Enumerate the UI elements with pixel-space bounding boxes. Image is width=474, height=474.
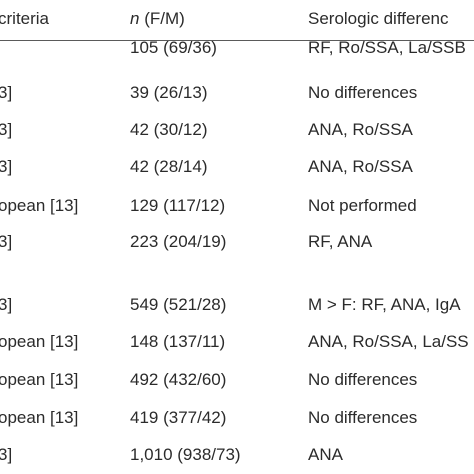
row-criteria: 3]	[0, 232, 13, 251]
row-n: 105 (69/36)	[130, 38, 217, 57]
table-row: 3] 42 (30/12) ANA, Ro/SSA	[0, 116, 474, 144]
header-n: n (F/M)	[130, 5, 185, 33]
header-serologic: Serologic differenc	[308, 9, 449, 28]
row-serologic: ANA	[308, 445, 343, 464]
row-serologic: Not performed	[308, 196, 417, 215]
row-criteria: 3]	[0, 120, 13, 139]
row-n: 223 (204/19)	[130, 232, 227, 251]
row-n: 1,010 (938/73)	[130, 445, 241, 464]
row-n: 492 (432/60)	[130, 370, 227, 389]
table-row: opean [13] 129 (117/12) Not performed	[0, 192, 474, 220]
header-rule	[0, 40, 474, 41]
table-row: opean [13] 148 (137/11) ANA, Ro/SSA, La/…	[0, 328, 474, 356]
row-n: 42 (28/14)	[130, 157, 208, 176]
row-n: 39 (26/13)	[130, 83, 208, 102]
table-header-row: criteria n (F/M) Serologic differenc	[0, 5, 474, 33]
row-criteria: opean [13]	[0, 408, 79, 427]
header-n-symbol: n	[130, 9, 140, 28]
row-serologic: RF, Ro/SSA, La/SSB	[308, 38, 466, 57]
table-row: 3] 1,010 (938/73) ANA	[0, 441, 474, 469]
row-serologic: M > F: RF, ANA, IgA	[308, 295, 461, 314]
row-serologic: ANA, Ro/SSA	[308, 157, 413, 176]
row-serologic: No differences	[308, 83, 418, 102]
table-row: opean [13] 419 (377/42) No differences	[0, 404, 474, 432]
table-row: 3] 42 (28/14) ANA, Ro/SSA	[0, 153, 474, 181]
header-n-unit: (F/M)	[139, 9, 185, 28]
row-criteria: opean [13]	[0, 196, 79, 215]
row-criteria: opean [13]	[0, 332, 79, 351]
row-serologic: ANA, Ro/SSA	[308, 120, 413, 139]
header-criteria: criteria	[0, 9, 50, 28]
table-row: 3] 549 (521/28) M > F: RF, ANA, IgA	[0, 291, 474, 319]
table-row: 105 (69/36) RF, Ro/SSA, La/SSB	[0, 34, 474, 62]
row-serologic: No differences	[308, 370, 418, 389]
row-criteria: 3]	[0, 445, 13, 464]
row-criteria: 3]	[0, 295, 13, 314]
row-criteria: 3]	[0, 83, 13, 102]
row-n: 549 (521/28)	[130, 295, 227, 314]
row-n: 129 (117/12)	[130, 196, 226, 215]
row-criteria: opean [13]	[0, 370, 79, 389]
row-serologic: RF, ANA	[308, 232, 373, 251]
row-n: 419 (377/42)	[130, 408, 227, 427]
table-row: 3] 223 (204/19) RF, ANA	[0, 228, 474, 256]
table-row: opean [13] 492 (432/60) No differences	[0, 366, 474, 394]
row-n: 148 (137/11)	[130, 332, 226, 351]
table-row: 3] 39 (26/13) No differences	[0, 79, 474, 107]
row-criteria: 3]	[0, 157, 13, 176]
row-n: 42 (30/12)	[130, 120, 208, 139]
row-serologic: ANA, Ro/SSA, La/SS	[308, 332, 469, 351]
row-serologic: No differences	[308, 408, 418, 427]
